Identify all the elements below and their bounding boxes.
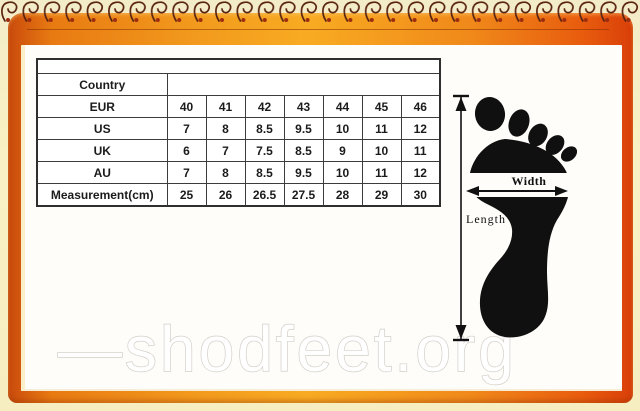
table-row: UK 6 7 7.5 8.5 9 10 11 — [36, 139, 441, 162]
size-cell: 8.5 — [244, 117, 285, 140]
cover-crease-line — [27, 29, 609, 30]
size-cell: 10 — [361, 139, 402, 162]
little-toe — [560, 146, 578, 162]
size-cell: 9.5 — [283, 161, 324, 184]
size-cell: 8.5 — [283, 139, 324, 162]
size-cell: 8.5 — [244, 161, 285, 184]
size-cell: 10 — [322, 161, 363, 184]
size-cell: 29 — [361, 183, 402, 207]
size-cell: 42 — [244, 95, 285, 118]
width-arrow — [466, 186, 568, 196]
empty-cell — [36, 58, 441, 74]
corner-header-country: Country — [36, 73, 168, 96]
size-cell: 9.5 — [283, 117, 324, 140]
foot-measurement-diagram: Width Length — [453, 94, 578, 342]
fourth-toe — [545, 135, 565, 155]
row-label-uk: UK — [36, 139, 168, 162]
table-row: Measurement(cm) 25 26 26.5 27.5 28 29 30 — [36, 183, 441, 207]
size-cell: 43 — [283, 95, 324, 118]
size-cell: 28 — [322, 183, 363, 207]
size-cell: 41 — [205, 95, 246, 118]
row-label-measurement: Measurement(cm) — [36, 183, 168, 207]
size-cell: 7 — [166, 161, 207, 184]
row-label-au: AU — [36, 161, 168, 184]
width-band — [466, 173, 570, 197]
shoe-size-table: Country EUR 40 41 42 43 44 45 46 US 7 8 … — [36, 58, 441, 207]
size-cell: 9 — [322, 139, 363, 162]
size-cell: 12 — [400, 161, 441, 184]
foot-sole — [468, 139, 570, 338]
big-toe — [474, 97, 506, 131]
size-cell: 7.5 — [244, 139, 285, 162]
table-row: Country — [36, 73, 441, 96]
size-cell: 30 — [400, 183, 441, 207]
size-cell: 11 — [400, 139, 441, 162]
size-cell: 44 — [322, 95, 363, 118]
table-row: AU 7 8 8.5 9.5 10 11 12 — [36, 161, 441, 184]
size-cell: 27.5 — [283, 183, 324, 207]
size-cell: 11 — [361, 117, 402, 140]
spiral-binding — [0, 0, 640, 26]
size-cell: 26.5 — [244, 183, 285, 207]
empty-cell — [166, 73, 441, 96]
table-row: EUR 40 41 42 43 44 45 46 — [36, 95, 441, 118]
size-cell: 7 — [166, 117, 207, 140]
size-cell: 10 — [322, 117, 363, 140]
size-cell: 45 — [361, 95, 402, 118]
second-toe — [508, 109, 530, 137]
length-label: Length — [466, 212, 506, 226]
width-label: Width — [512, 174, 547, 188]
size-cell: 12 — [400, 117, 441, 140]
row-label-eur: EUR — [36, 95, 168, 118]
size-cell: 7 — [205, 139, 246, 162]
size-cell: 8 — [205, 161, 246, 184]
table-row — [36, 58, 441, 74]
size-cell: 46 — [400, 95, 441, 118]
size-cell: 6 — [166, 139, 207, 162]
size-cell: 40 — [166, 95, 207, 118]
size-cell: 26 — [205, 183, 246, 207]
watermark: —shodfeet.org — [57, 312, 517, 385]
size-cell: 11 — [361, 161, 402, 184]
third-toe — [528, 123, 548, 147]
size-cell: 8 — [205, 117, 246, 140]
table-row: US 7 8 8.5 9.5 10 11 12 — [36, 117, 441, 140]
row-label-us: US — [36, 117, 168, 140]
watermark-text: —shodfeet.org — [58, 313, 517, 385]
size-cell: 25 — [166, 183, 207, 207]
length-arrow — [453, 94, 469, 342]
